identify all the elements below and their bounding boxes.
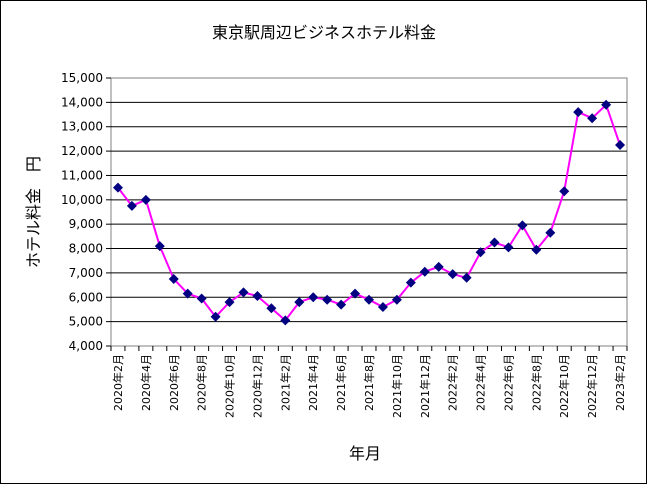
x-tick-label: 2021年6月 [334,354,348,411]
x-tick-label: 2020年10月 [223,354,237,418]
data-point-marker [545,227,556,238]
data-point-marker [112,182,123,193]
data-point-marker [489,237,500,248]
data-point-marker [294,297,305,308]
plot-area [110,77,628,347]
y-axis-label: ホテル料金 円 [24,156,43,268]
data-point-marker [573,107,584,118]
y-tick-label: 10,000 [61,193,103,207]
data-point-marker [503,242,514,253]
data-point-marker [168,274,179,284]
x-tick-label: 2020年2月 [111,354,125,411]
data-point-marker [224,297,235,308]
data-point-marker [517,220,528,231]
x-tick-label: 2021年10月 [390,354,404,418]
data-point-marker [447,269,458,280]
data-point-marker [336,299,347,310]
chart-title: 東京駅周辺ビジネスホテル料金 [212,23,436,42]
x-tick-label: 2022年8月 [529,354,543,411]
x-axis-ticks: 2020年2月 2020年4月 2020年6月 2020年8月 2020年10月 2020… [110,346,628,418]
data-point-marker [475,247,486,258]
data-point-marker [419,266,430,277]
data-point-marker [126,200,137,211]
y-tick-label: 7,000 [69,266,103,280]
data-point-marker [196,293,207,304]
data-point-marker [559,186,570,197]
data-point-marker [405,277,416,288]
x-tick-label: 2022年6月 [501,354,515,411]
data-point-marker [391,294,402,305]
x-tick-label: 2022年2月 [446,354,460,411]
data-point-marker [587,113,598,124]
data-point-marker [252,291,263,302]
y-tick-label: 4,000 [69,339,103,353]
data-point-marker [322,294,333,305]
data-point-marker [266,303,277,314]
x-tick-label: 2020年12月 [250,354,264,418]
data-point-marker [140,194,151,205]
data-point-marker [601,99,612,110]
x-tick-label: 2021年12月 [418,354,432,418]
y-axis-ticks: 4,000 5,000 6,000 7,000 8,000 9,000 10,000 11,0… [61,71,111,353]
data-point-marker [238,287,249,298]
data-point-marker [210,311,221,322]
x-tick-label: 2023年2月 [613,354,627,411]
y-tick-label: 12,000 [61,144,103,158]
data-point-marker [280,315,291,326]
series-markers [112,99,626,326]
y-tick-label: 8,000 [69,242,103,256]
data-point-marker [154,241,165,252]
y-tick-label: 13,000 [61,120,103,134]
data-point-marker [461,272,472,283]
x-tick-label: 2021年2月 [278,354,292,411]
data-point-marker [615,140,626,150]
y-tick-label: 11,000 [61,168,103,182]
x-tick-label: 2022年12月 [585,354,599,418]
data-point-marker [308,292,319,303]
y-tick-label: 6,000 [69,290,103,304]
x-tick-label: 2021年8月 [362,354,376,411]
y-tick-label: 14,000 [61,95,103,109]
x-axis-label: 年月 [349,444,381,463]
y-tick-label: 15,000 [61,71,103,85]
x-tick-label: 2022年4月 [474,354,488,411]
data-point-marker [364,294,374,305]
data-point-marker [377,302,388,313]
x-tick-label: 2020年8月 [195,354,209,411]
data-point-marker [182,288,193,299]
y-tick-label: 9,000 [69,217,103,231]
data-point-marker [350,288,361,299]
data-point-marker [531,244,542,255]
x-tick-label: 2020年4月 [139,354,153,411]
x-tick-label: 2022年10月 [557,354,571,418]
x-tick-label: 2020年6月 [167,354,181,411]
data-point-marker [433,261,444,272]
y-tick-label: 5,000 [69,315,103,329]
x-tick-label: 2021年4月 [306,354,320,411]
